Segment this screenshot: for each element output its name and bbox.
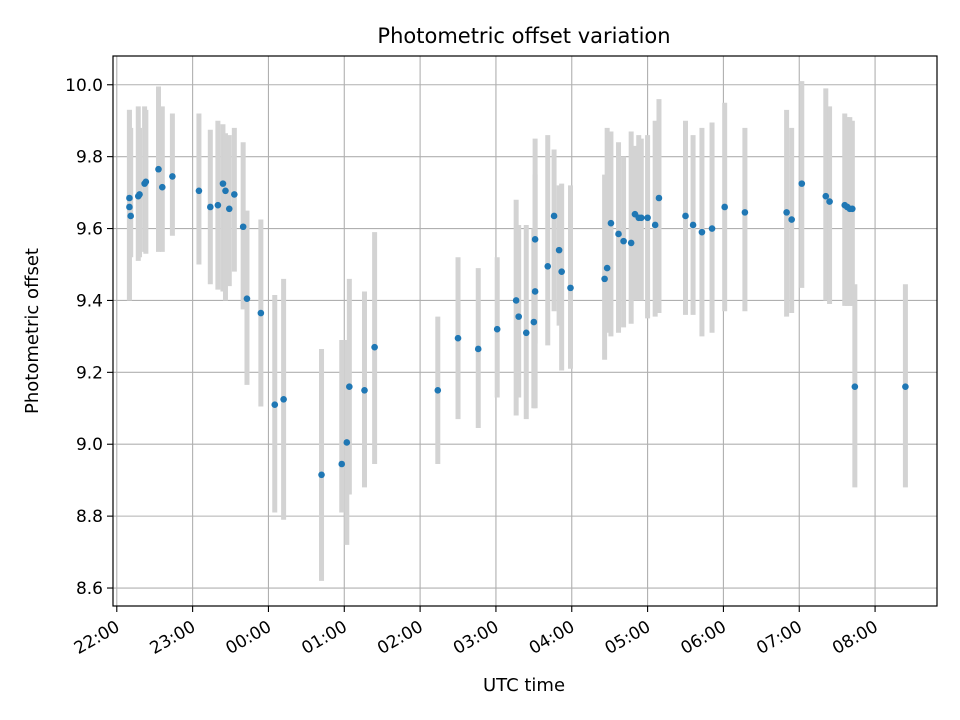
y-tick-label: 8.8 xyxy=(76,507,103,527)
data-point xyxy=(601,275,608,283)
data-point xyxy=(239,223,247,231)
y-tick-label: 10.0 xyxy=(65,76,103,96)
y-axis-title: Photometric offset xyxy=(22,248,43,414)
data-point xyxy=(343,439,351,446)
data-point xyxy=(207,203,214,211)
data-point xyxy=(225,205,233,213)
data-point xyxy=(169,173,176,180)
data-point xyxy=(243,295,251,302)
data-point xyxy=(544,262,552,270)
data-point xyxy=(637,214,645,222)
data-point xyxy=(698,228,706,236)
data-point xyxy=(567,284,574,292)
data-point xyxy=(607,219,615,227)
data-point xyxy=(655,194,663,202)
data-point xyxy=(522,329,530,337)
y-axis-ticks: 8.6 8.8 9.0 9.2 9.4 9.6 9.8 10.0 xyxy=(65,76,113,599)
data-point xyxy=(155,165,162,173)
y-tick-label: 8.6 xyxy=(76,579,103,599)
data-point xyxy=(454,334,462,342)
data-point xyxy=(851,383,859,391)
data-point xyxy=(741,209,749,216)
data-point xyxy=(555,246,563,254)
data-point xyxy=(603,264,611,272)
data-point xyxy=(512,297,520,304)
data-point xyxy=(531,288,539,295)
data-point xyxy=(214,201,222,209)
y-tick-label: 9.0 xyxy=(76,435,103,455)
data-point xyxy=(158,183,166,191)
data-point xyxy=(721,203,728,211)
chart-title: Photometric offset variation xyxy=(377,24,670,48)
data-point xyxy=(280,396,287,403)
data-point xyxy=(257,309,265,317)
data-point xyxy=(142,178,150,186)
data-point xyxy=(222,187,229,195)
y-tick-label: 9.2 xyxy=(76,363,103,383)
data-point xyxy=(361,387,368,394)
y-tick-label: 9.6 xyxy=(76,220,103,240)
data-point xyxy=(126,203,133,211)
data-points xyxy=(126,165,909,479)
data-point xyxy=(558,268,565,275)
data-point xyxy=(651,221,659,229)
data-point xyxy=(515,313,522,320)
data-point xyxy=(271,401,279,408)
data-point xyxy=(627,239,635,247)
data-point xyxy=(338,460,346,468)
data-point xyxy=(708,225,716,232)
data-point xyxy=(783,209,790,216)
data-point xyxy=(434,387,442,394)
data-point xyxy=(126,194,133,202)
data-point xyxy=(615,230,622,238)
data-point xyxy=(219,180,227,187)
data-point xyxy=(644,214,651,222)
data-point xyxy=(493,325,501,333)
data-point xyxy=(371,343,378,351)
data-point xyxy=(195,187,203,195)
data-point xyxy=(531,236,539,243)
y-tick-label: 9.4 xyxy=(76,291,103,311)
data-point xyxy=(822,192,830,200)
data-point xyxy=(474,345,482,353)
data-point xyxy=(826,198,833,205)
data-point xyxy=(798,180,806,187)
data-point xyxy=(550,212,558,220)
data-point xyxy=(318,471,325,479)
x-axis-title: UTC time xyxy=(483,675,565,696)
data-point xyxy=(902,383,909,391)
data-point xyxy=(530,318,538,326)
data-point xyxy=(682,212,689,220)
data-point xyxy=(620,237,627,245)
plot-frame xyxy=(112,55,938,607)
data-point xyxy=(346,383,353,391)
data-point xyxy=(136,191,143,198)
data-point xyxy=(689,221,697,229)
data-point xyxy=(849,205,856,213)
data-point xyxy=(127,212,134,220)
y-tick-label: 9.8 xyxy=(76,148,103,168)
data-point xyxy=(231,191,238,198)
data-point xyxy=(788,216,795,223)
